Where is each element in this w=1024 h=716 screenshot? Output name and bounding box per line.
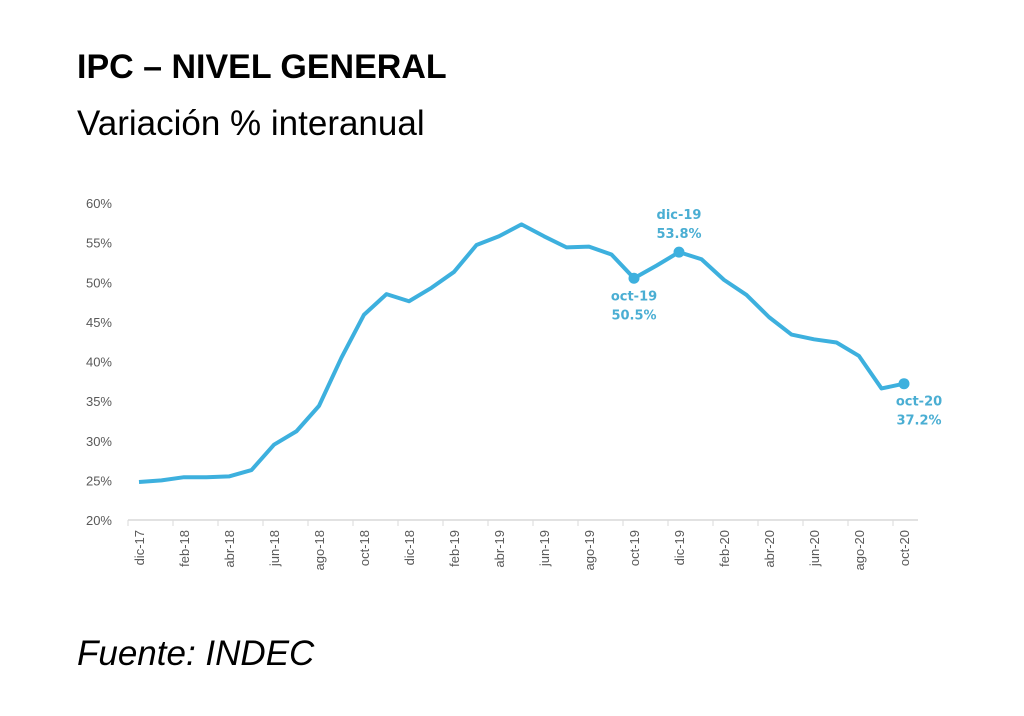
x-tick-label: abr-20 — [762, 530, 777, 568]
x-tick-label: abr-19 — [492, 530, 507, 568]
series-line — [138, 222, 905, 484]
annotation-value: 53.8% — [656, 227, 701, 242]
x-tick-label: abr-18 — [222, 530, 237, 568]
x-tick-label: feb-19 — [447, 530, 462, 567]
x-tick-label: feb-20 — [717, 530, 732, 567]
y-tick-label: 50% — [86, 275, 112, 290]
y-tick-label: 55% — [86, 236, 112, 251]
annotation-value: 37.2% — [896, 414, 941, 429]
x-tick-label: ago-19 — [582, 530, 597, 570]
chart-title: IPC – NIVEL GENERAL — [77, 48, 447, 86]
y-tick-label: 60% — [86, 196, 112, 211]
y-tick-label: 40% — [86, 355, 112, 370]
y-tick-label: 25% — [86, 473, 112, 488]
x-tick-label: oct-19 — [627, 530, 642, 566]
source-note: Fuente: INDEC — [77, 634, 315, 673]
y-tick-label: 35% — [86, 394, 112, 409]
x-tick-label: dic-18 — [402, 530, 417, 565]
x-tick-label: jun-18 — [267, 530, 282, 567]
highlight-marker — [898, 378, 910, 390]
x-tick-label: jun-20 — [807, 530, 822, 567]
y-tick-label: 30% — [86, 434, 112, 449]
annotation-value: 50.5% — [611, 308, 656, 323]
x-tick-label: jun-19 — [537, 530, 552, 567]
x-tick-label: oct-18 — [357, 530, 372, 566]
annotation-label: oct-20 — [896, 395, 942, 410]
annotation-label: dic-19 — [657, 208, 702, 223]
x-tick-label: dic-17 — [132, 530, 147, 565]
y-tick-label: 20% — [86, 513, 112, 528]
x-tick-label: feb-18 — [177, 530, 192, 567]
x-tick-label: ago-18 — [312, 530, 327, 570]
chart-subtitle: Variación % interanual — [77, 104, 425, 143]
x-tick-label: dic-19 — [672, 530, 687, 565]
y-tick-label: 45% — [86, 315, 112, 330]
x-tick-label: ago-20 — [852, 530, 867, 570]
annotation-label: oct-19 — [611, 289, 657, 304]
x-tick-label: oct-20 — [897, 530, 912, 566]
highlight-marker — [673, 246, 685, 258]
highlight-marker — [628, 272, 640, 284]
